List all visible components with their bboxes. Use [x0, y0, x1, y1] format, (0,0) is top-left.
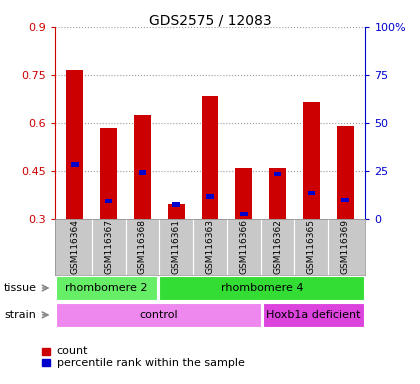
Bar — [42, 359, 50, 366]
Text: Hoxb1a deficient: Hoxb1a deficient — [266, 310, 361, 320]
Text: GSM116368: GSM116368 — [138, 219, 147, 274]
Text: GSM116364: GSM116364 — [71, 219, 79, 274]
Bar — [263, 303, 365, 327]
Text: rhombomere 4: rhombomere 4 — [220, 283, 303, 293]
Bar — [303, 102, 320, 219]
Text: percentile rank within the sample: percentile rank within the sample — [57, 358, 244, 368]
Text: rhombomere 2: rhombomere 2 — [65, 283, 148, 293]
Bar — [341, 198, 349, 202]
Text: GDS2575 / 12083: GDS2575 / 12083 — [149, 13, 271, 27]
Text: GSM116363: GSM116363 — [205, 219, 215, 274]
Bar — [235, 168, 252, 219]
Text: GSM116366: GSM116366 — [239, 219, 248, 274]
Text: GSM116365: GSM116365 — [307, 219, 316, 274]
Bar — [42, 348, 50, 355]
Bar — [206, 194, 214, 199]
Bar — [173, 202, 180, 207]
Bar — [55, 303, 261, 327]
Text: GSM116369: GSM116369 — [341, 219, 349, 274]
Bar — [66, 70, 83, 219]
Text: GSM116367: GSM116367 — [104, 219, 113, 274]
Text: GSM116361: GSM116361 — [172, 219, 181, 274]
Bar — [139, 170, 146, 175]
Bar — [159, 276, 365, 300]
Text: count: count — [57, 346, 88, 356]
Bar — [274, 172, 281, 176]
Text: control: control — [139, 310, 178, 320]
Bar — [55, 276, 157, 300]
Bar — [202, 96, 218, 219]
Bar — [307, 191, 315, 195]
Bar — [240, 212, 247, 216]
Text: strain: strain — [4, 310, 36, 320]
Bar — [71, 162, 79, 167]
Bar — [105, 199, 113, 204]
Bar — [269, 168, 286, 219]
Bar — [100, 127, 117, 219]
Text: tissue: tissue — [4, 283, 37, 293]
Bar — [168, 204, 185, 219]
Bar — [134, 115, 151, 219]
Text: GSM116362: GSM116362 — [273, 219, 282, 274]
Bar — [337, 126, 354, 219]
